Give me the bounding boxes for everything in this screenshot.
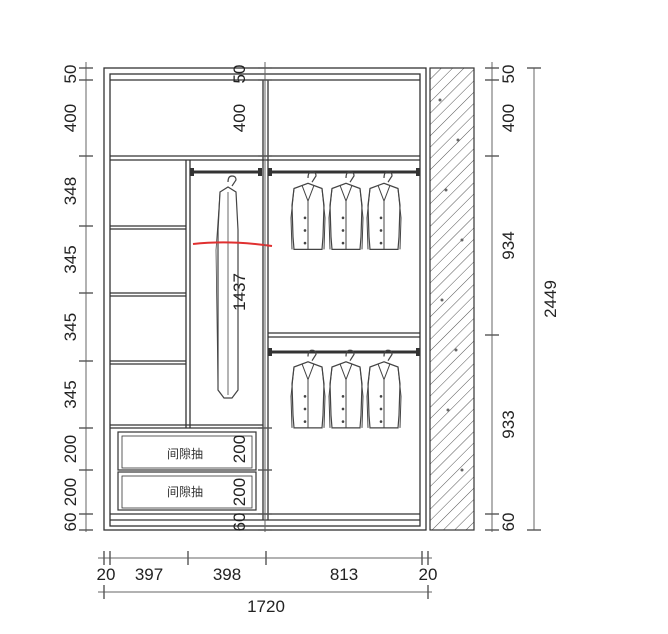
coat-on-hanger-icon xyxy=(366,171,402,251)
dim-left-345: 345 xyxy=(61,380,80,408)
dim-left-400: 400 xyxy=(61,104,80,132)
dim-right-400: 400 xyxy=(499,104,518,132)
coat-on-hanger-icon xyxy=(366,349,402,429)
hanging-rods xyxy=(191,170,420,354)
dim-left-50: 50 xyxy=(61,65,80,84)
dim-bottom-20: 20 xyxy=(419,565,438,584)
drawer-lower-label: 间隙抽 xyxy=(167,485,203,499)
coat-on-hanger-icon xyxy=(328,171,364,251)
dimension-lines xyxy=(85,62,535,593)
dim-mid-50: 50 xyxy=(230,65,249,84)
dim-left-345: 345 xyxy=(61,245,80,273)
dim-bottom-813: 813 xyxy=(330,565,358,584)
dim-right-50: 50 xyxy=(499,65,518,84)
dim-left-200: 200 xyxy=(61,478,80,506)
drawer-upper: 间隙抽 xyxy=(117,431,257,471)
dim-left-200: 200 xyxy=(61,435,80,463)
drawer-lower: 间隙抽 xyxy=(117,471,257,511)
dim-mid-400: 400 xyxy=(230,104,249,132)
coat-on-hanger-icon xyxy=(215,175,239,399)
dim-mid-1437: 1437 xyxy=(230,273,249,311)
red-markup-line xyxy=(192,241,273,247)
dim-left-348: 348 xyxy=(61,177,80,205)
drawer-upper-label: 间隙抽 xyxy=(167,447,203,461)
dim-bottom-398: 398 xyxy=(213,565,241,584)
dim-left-345: 345 xyxy=(61,313,80,341)
dim-mid-200: 200 xyxy=(230,435,249,463)
dim-bottom-20: 20 xyxy=(97,565,116,584)
dim-right-934: 934 xyxy=(499,231,518,259)
hatched-wall-section xyxy=(429,67,475,531)
dim-mid-200: 200 xyxy=(230,478,249,506)
coat-on-hanger-icon xyxy=(290,171,326,251)
dim-mid-60: 60 xyxy=(230,513,249,532)
coat-on-hanger-icon xyxy=(290,349,326,429)
dim-right-60: 60 xyxy=(499,513,518,532)
dim-bottom-397: 397 xyxy=(135,565,163,584)
dim-right-933: 933 xyxy=(499,410,518,438)
dim-overall-width: 1720 xyxy=(247,597,285,616)
coat-on-hanger-icon xyxy=(328,349,364,429)
dim-left-60: 60 xyxy=(61,513,80,532)
dim-overall-height: 2449 xyxy=(541,280,560,318)
